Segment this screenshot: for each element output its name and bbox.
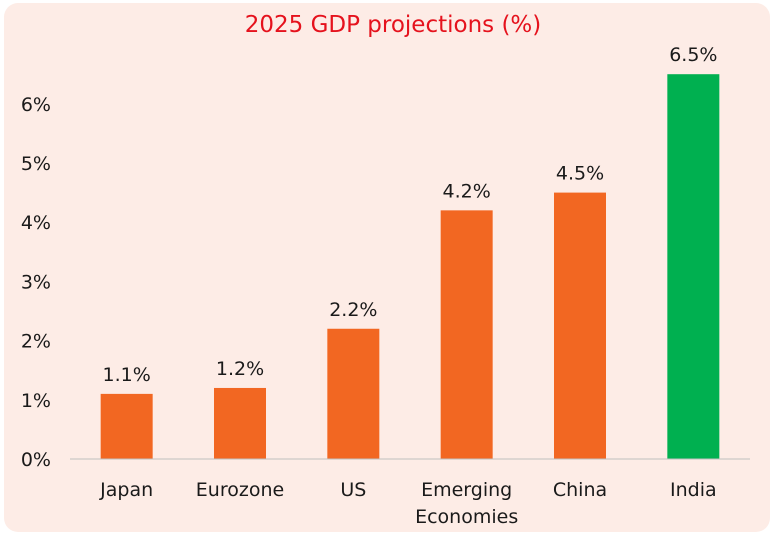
y-tick-label: 4% [21, 212, 51, 234]
y-tick-label: 6% [21, 94, 51, 116]
bar-value-label: 1.1% [103, 364, 151, 386]
bar-value-label: 4.5% [556, 163, 604, 185]
y-tick-label: 3% [21, 271, 51, 293]
bar [554, 192, 606, 459]
y-axis: 0% 1% 2% 3% 4% 5% 6% [21, 94, 51, 471]
bars [100, 74, 720, 459]
bar [440, 210, 493, 459]
category-label: India [670, 479, 717, 501]
y-tick-label: 2% [21, 331, 51, 353]
category-label: China [553, 479, 607, 501]
bar [214, 387, 266, 459]
y-tick-label: 0% [21, 449, 51, 471]
category-labels: Japan Eurozone US Emerging Economies China Ind… [99, 479, 716, 528]
bar-value-label: 1.2% [216, 358, 264, 380]
y-tick-label: 1% [21, 390, 51, 412]
bar-value-label: 2.2% [329, 299, 377, 321]
bar-value-label: 6.5% [669, 44, 717, 66]
category-label: Emerging [421, 479, 512, 501]
category-label: US [340, 479, 366, 501]
category-label: Japan [99, 479, 153, 501]
bar [100, 393, 153, 459]
category-label: Eurozone [196, 479, 284, 501]
chart-title: 2025 GDP projections (%) [245, 12, 542, 38]
bar [327, 328, 380, 459]
bar-value-label: 4.2% [443, 180, 491, 202]
bar [667, 74, 720, 459]
value-labels: 1.1% 1.2% 2.2% 4.2% 4.5% 6.5% [103, 44, 718, 386]
category-label: Economies [415, 506, 518, 528]
y-tick-label: 5% [21, 153, 51, 175]
